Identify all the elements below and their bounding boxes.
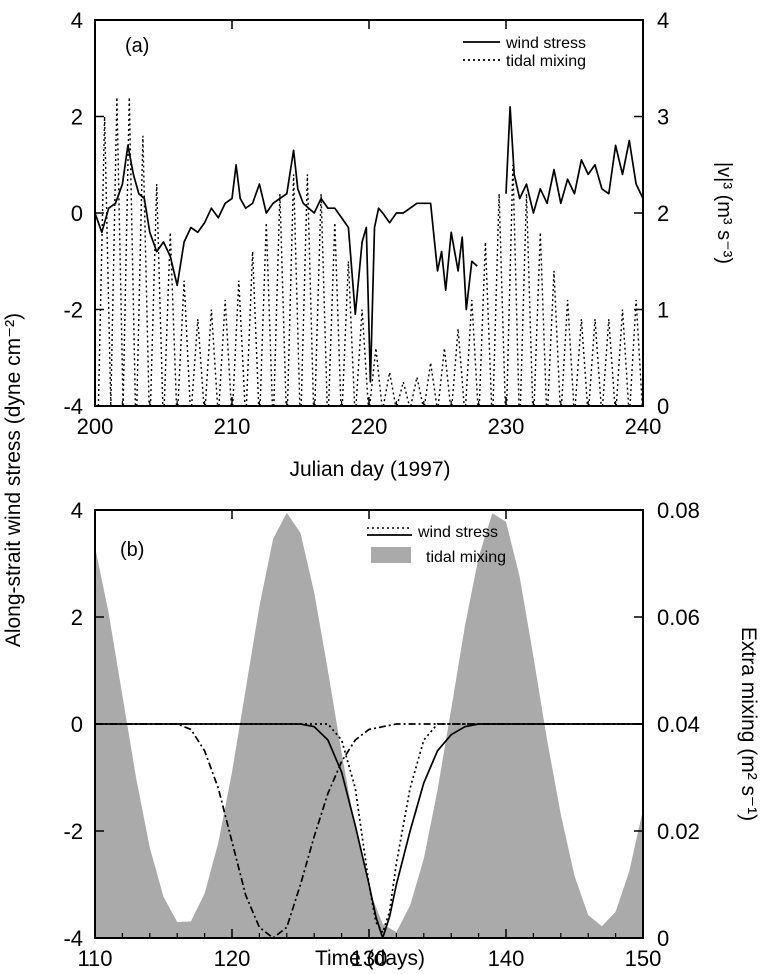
legend-b-tidal-swatch [371,547,411,563]
tidal-peak [218,299,232,407]
tidal-peak [286,174,301,407]
y2-tick-label: 4 [657,8,669,33]
legend-b-wind-label: wind stress [417,524,498,541]
series-line-wind-stress-1 [505,105,644,214]
y2-tick-label: 0.04 [657,712,700,737]
tidal-peak [533,232,548,407]
y-tick-label: -4 [63,394,83,419]
y2-tick-label: 1 [657,298,669,323]
y-tick-label: -2 [63,298,83,323]
tidal-peak [492,193,506,407]
y-tick-label: 0 [71,712,83,737]
legend-b-tidal-label: tidal mixing [426,549,506,566]
tidal-peak [149,184,164,407]
panel-a-label: (a) [125,35,149,57]
x-tick-label: 220 [351,414,388,439]
tidal-peak [506,164,520,407]
tidal-peak [355,309,369,407]
tidal-peak [314,193,328,407]
tidal-peak [519,193,534,407]
panel-b-ticks: 110 120 130 140 150 -4 -2 0 2 4 0 0.02 0.04 0.06 0.08 [63,498,699,971]
y-tick-label: 2 [71,605,83,630]
x-tick-label: 240 [625,414,662,439]
panel-b: 110 120 130 140 150-4-202400.020.040.060.08 … [63,498,760,971]
tidal-peak [547,270,561,407]
y-tick-label: 0 [71,201,83,226]
x-tick-label: 200 [77,414,114,439]
y-tick-label: -2 [63,819,83,844]
x-tick-label: 230 [488,414,525,439]
panel-b-xlabel: Time (days) [315,947,425,970]
tidal-peak [190,319,205,407]
y-tick-label: 2 [71,105,83,130]
tidal-peak [629,299,643,407]
tidal-peak [478,241,493,407]
legend-a-tidal-label: tidal mixing [506,53,586,70]
tidal-peak [588,319,602,407]
tidal-peak [245,251,260,407]
tidal-peak [97,116,112,407]
tidal-peak [341,261,356,407]
tidal-peak [204,309,219,407]
y2-tick-label: 2 [657,201,669,226]
x-tick-label: 120 [214,946,251,971]
tidal-peak [560,299,575,407]
y2-tick-label: 0 [657,394,669,419]
series-line-wind-stress-0 [94,144,478,383]
tidal-peak [259,222,274,407]
shared-ylabel: Along-strait wind stress (dyne cm⁻²) [2,313,25,647]
tidal-peak [232,280,246,407]
tidal-peak [464,299,479,407]
tidal-peak [601,319,616,407]
legend-a-wind-label: wind stress [505,35,586,52]
y2-tick-label: 0.08 [657,498,700,523]
panel-a-xlabel: Julian day (1997) [289,458,450,481]
y2-tick-label: 0 [657,926,669,951]
tidal-peak [437,348,452,407]
tidal-peak [110,97,124,407]
panel-a-y2label: |v|³ (m³ s⁻³) [713,162,735,264]
tidal-peak [327,222,342,407]
y-tick-label: -4 [63,926,83,951]
tidal-peak [615,309,630,407]
tidal-peak [300,174,315,407]
tidal-peak [382,372,397,407]
panel-b-label: (b) [120,539,144,561]
panel-a-legend: wind stress tidal mixing [463,35,586,70]
tidal-peak [410,376,424,407]
tidal-peak [396,381,411,407]
x-tick-label: 140 [488,946,525,971]
y-tick-label: 4 [71,498,83,523]
panel-a-marks [94,97,644,407]
x-tick-label: 210 [214,414,251,439]
series-area-tidal-mixing [95,512,643,938]
y2-tick-label: 0.06 [657,605,700,630]
tidal-peak [423,362,438,407]
tidal-peak [177,280,191,407]
series-line-wind-stress [95,723,643,939]
tidal-peak [122,97,137,407]
x-tick-label: 130 [351,946,388,971]
tidal-peak [136,135,150,407]
tidal-peak [451,328,465,407]
panel-b-marks [95,512,643,939]
panel-b-y2label: Extra mixing (m² s⁻¹) [737,627,760,821]
x-tick-label: 110 [77,946,112,971]
panel-b-legend: wind stress tidal mixing [367,524,506,566]
y2-tick-label: 0.02 [657,819,700,844]
y2-tick-label: 3 [657,105,669,130]
tidal-peak [574,319,589,407]
tidal-peak [273,193,287,407]
y-tick-label: 4 [71,8,83,33]
x-tick-label: 150 [625,946,662,971]
